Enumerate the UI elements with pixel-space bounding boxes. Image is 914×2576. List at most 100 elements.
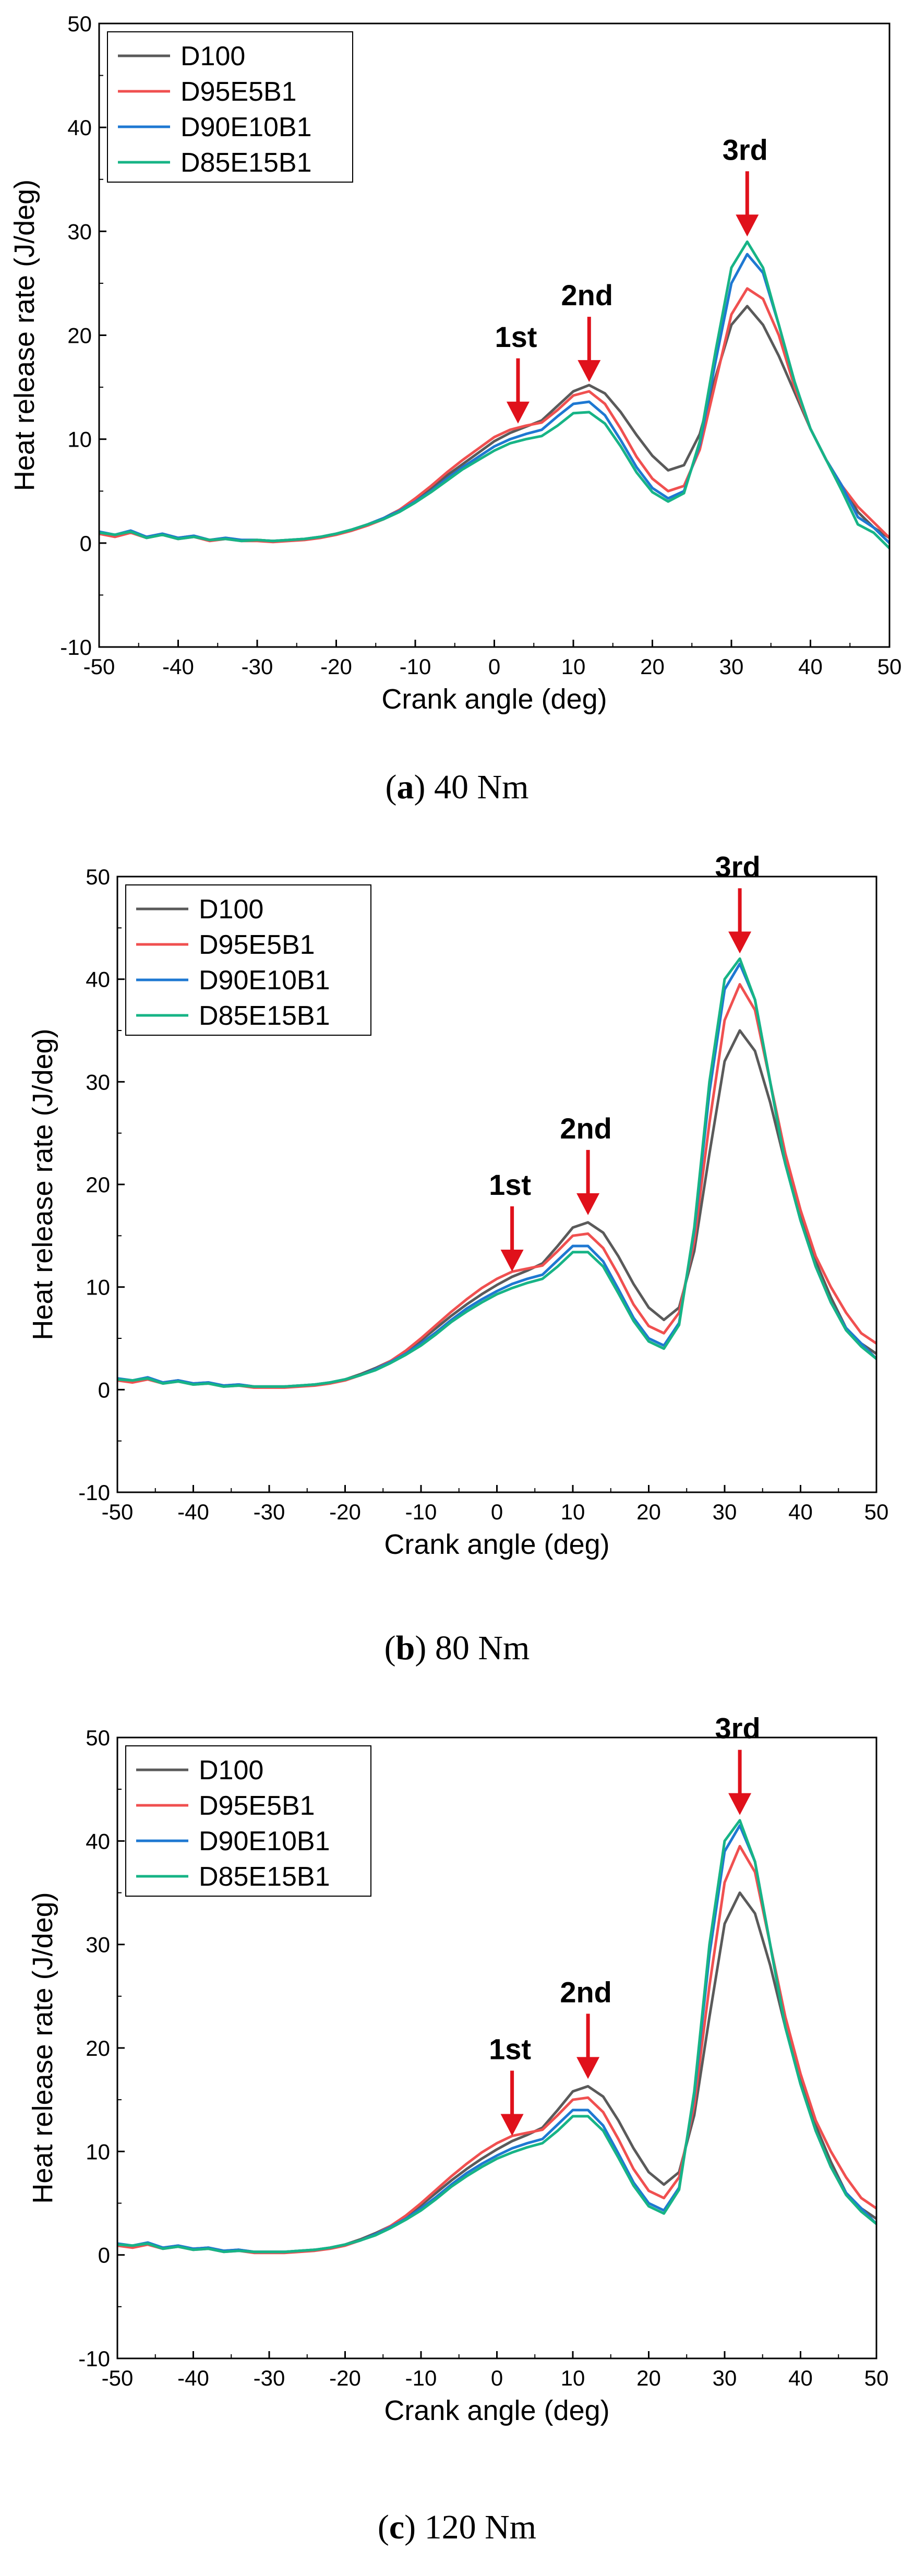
peak-annotation-3rd: 3rd — [715, 1712, 761, 1815]
y-tick-label: 50 — [86, 865, 110, 889]
y-tick-label: 20 — [86, 2036, 110, 2060]
caption-close: ) — [404, 2508, 416, 2546]
chart-panel-3: -50 -40 -30 -20 -10 0 10 20 30 40 50 -10 0 10 20 30 40 50… — [27, 1712, 888, 2426]
chart-panel-1: -50 -40 -30 -20 -10 0 10 20 30 40 50 -10 0 10 20 30 40 50… — [9, 11, 901, 715]
chart-panel-2: -50 -40 -30 -20 -10 0 10 20 30 40 50 -10 0 10 20 30 40 50… — [27, 850, 888, 1560]
peak-annotation-2nd: 2nd — [561, 279, 614, 382]
peak-label: 3rd — [715, 1712, 761, 1745]
caption-text: 40 Nm — [425, 768, 528, 806]
x-tick-label: 20 — [636, 1500, 661, 1524]
peak-label: 3rd — [715, 850, 761, 883]
legend-label-d100: D100 — [181, 41, 245, 71]
arrow-head — [576, 2057, 600, 2079]
x-tick-label: 10 — [561, 2366, 585, 2390]
series-line-d100 — [117, 1029, 876, 1388]
y-tick-label: 30 — [67, 219, 92, 244]
peak-annotation-2nd: 2nd — [560, 1975, 612, 2079]
caption-letter: a — [397, 768, 414, 806]
arrow-head — [728, 1793, 752, 1815]
legend-label-d100: D100 — [199, 1755, 263, 1786]
series-line-d100 — [117, 1891, 876, 2254]
y-tick-label: 10 — [86, 1275, 110, 1300]
y-tick-label: 0 — [80, 531, 92, 556]
caption-open: ( — [378, 2508, 389, 2546]
x-tick-label: 30 — [713, 1500, 737, 1524]
y-tick-label: 50 — [67, 11, 92, 36]
x-tick-label: -20 — [329, 2366, 361, 2390]
arrow-head — [578, 360, 601, 382]
caption-letter: b — [396, 1629, 415, 1667]
y-axis-label: Heat release rate (J/deg) — [27, 1028, 58, 1340]
x-tick-label: -40 — [162, 654, 194, 679]
x-axis-label: Crank angle (deg) — [381, 684, 607, 715]
y-tick-label: 20 — [67, 324, 92, 348]
legend-label-d85e15b1: D85E15B1 — [199, 1001, 330, 1031]
x-tick-label: -10 — [400, 654, 431, 679]
legend-box — [107, 31, 353, 183]
y-axis-label: Heat release rate (J/deg) — [27, 1892, 58, 2203]
peak-label: 1st — [495, 320, 537, 353]
series-line-d85e15b1 — [99, 240, 889, 550]
x-tick-label: 0 — [491, 2366, 503, 2390]
caption-text: 120 Nm — [416, 2508, 536, 2546]
legend-label-d85e15b1: D85E15B1 — [181, 148, 312, 178]
y-tick-label: 40 — [86, 967, 110, 992]
series-group — [117, 1819, 876, 2255]
y-tick-label: 0 — [98, 2243, 110, 2268]
arrow-head — [500, 1250, 524, 1272]
x-tick-label: -50 — [83, 654, 115, 679]
series-group — [117, 957, 876, 1389]
x-tick-label: 40 — [788, 1500, 813, 1524]
legend-label-d85e15b1: D85E15B1 — [199, 1862, 330, 1892]
x-tick-label: 30 — [719, 654, 744, 679]
x-tick-label: 50 — [864, 2366, 889, 2390]
peak-annotation-3rd: 3rd — [723, 133, 768, 237]
peak-label: 3rd — [723, 133, 768, 166]
x-tick-label: -50 — [102, 1500, 134, 1524]
caption-letter: c — [389, 2508, 404, 2546]
x-tick-label: -40 — [177, 1500, 209, 1524]
x-axis-label: Crank angle (deg) — [384, 2395, 609, 2426]
x-tick-label: -20 — [329, 1500, 361, 1524]
panel-caption: (a) 40 Nm — [386, 768, 529, 806]
x-tick-label: -20 — [320, 654, 352, 679]
series-line-d85e15b1 — [117, 957, 876, 1388]
arrow-head — [506, 401, 530, 424]
y-tick-label: 40 — [67, 115, 92, 140]
peak-label: 2nd — [561, 279, 614, 311]
peak-label: 1st — [489, 1168, 531, 1201]
legend-label-d95e5b1: D95E5B1 — [199, 1791, 315, 1821]
caption-open: ( — [384, 1629, 396, 1667]
y-tick-label: 30 — [86, 1933, 110, 1957]
x-tick-label: 20 — [640, 654, 665, 679]
legend-label-d90e10b1: D90E10B1 — [181, 112, 312, 142]
legend-label-d95e5b1: D95E5B1 — [181, 77, 297, 107]
peak-annotation-1st: 1st — [495, 320, 537, 424]
y-tick-label: 0 — [98, 1377, 110, 1402]
x-tick-label: 40 — [798, 654, 823, 679]
y-tick-label: 10 — [67, 427, 92, 452]
peak-annotation-1st: 1st — [489, 1168, 531, 1272]
x-tick-label: -30 — [254, 2366, 285, 2390]
arrow-head — [500, 2114, 524, 2136]
x-tick-label: 50 — [864, 1500, 889, 1524]
legend-label-d90e10b1: D90E10B1 — [199, 965, 330, 996]
y-tick-label: 30 — [86, 1070, 110, 1094]
caption-close: ) — [415, 1629, 426, 1667]
y-axis-label: Heat release rate (J/deg) — [9, 179, 40, 491]
caption-close: ) — [414, 768, 426, 806]
x-tick-label: 40 — [788, 2366, 813, 2390]
legend: D100 D95E5B1 D90E10B1 D85E15B1 — [107, 31, 353, 183]
legend-label-d95e5b1: D95E5B1 — [199, 930, 315, 960]
x-axis-label: Crank angle (deg) — [384, 1529, 609, 1560]
x-tick-label: 0 — [491, 1500, 503, 1524]
x-tick-label: -30 — [242, 654, 273, 679]
y-tick-label: 10 — [86, 2139, 110, 2164]
y-tick-label: 20 — [86, 1172, 110, 1197]
y-tick-label: -10 — [78, 2346, 110, 2371]
arrow-head — [728, 931, 752, 954]
x-tick-label: -50 — [102, 2366, 134, 2390]
peak-label: 1st — [489, 2033, 531, 2066]
series-line-d85e15b1 — [117, 1819, 876, 2254]
